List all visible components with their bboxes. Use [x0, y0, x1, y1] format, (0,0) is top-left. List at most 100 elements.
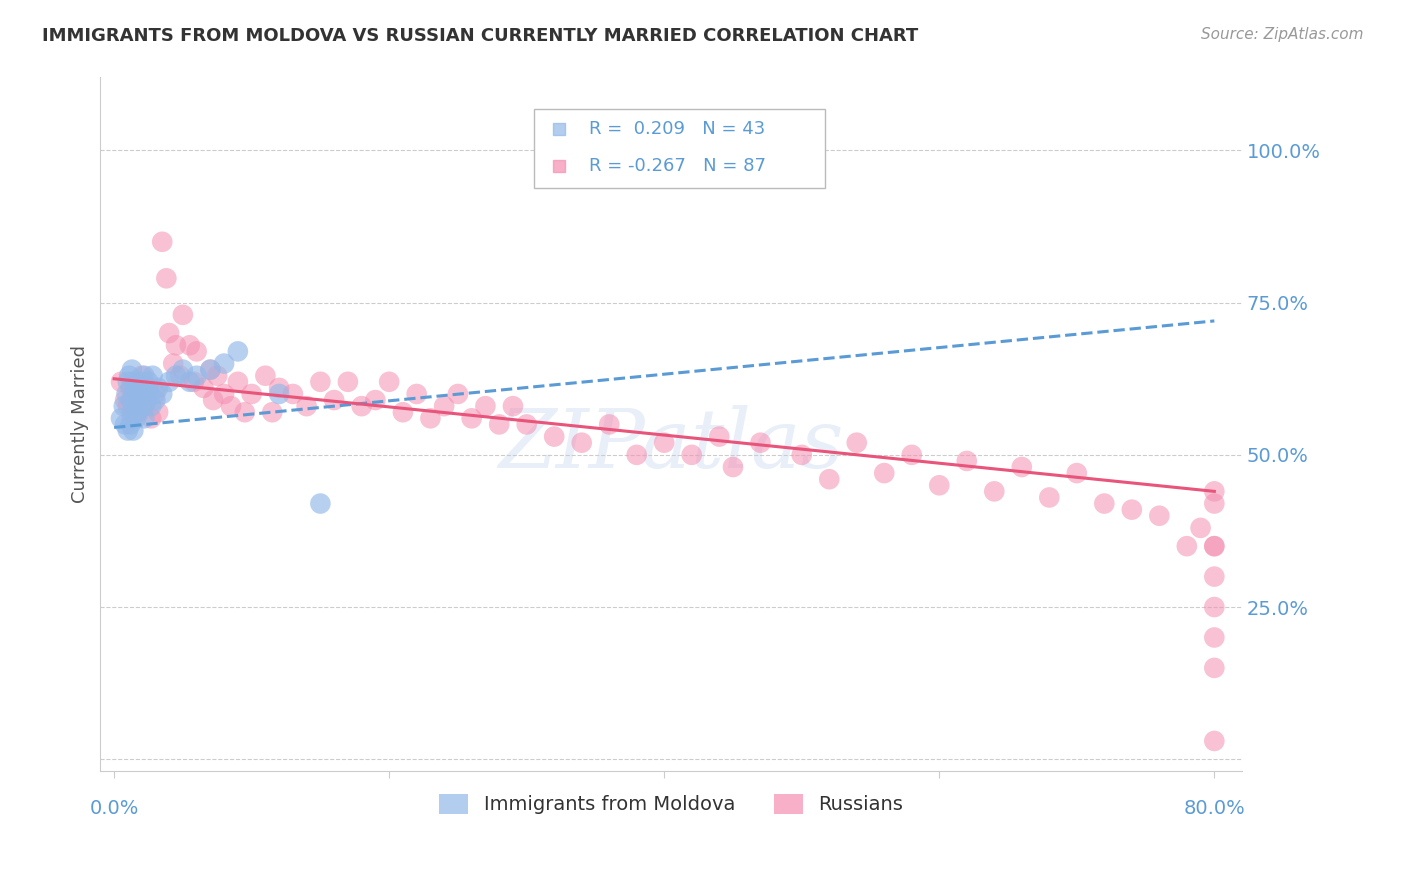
Point — [1204, 497, 1226, 511]
Point — [1011, 460, 1033, 475]
Point — [124, 399, 146, 413]
Point — [110, 375, 132, 389]
Point — [134, 411, 156, 425]
Point — [142, 368, 165, 383]
Point — [295, 399, 318, 413]
Point — [115, 387, 138, 401]
Point — [488, 417, 510, 432]
Point — [281, 387, 304, 401]
Point — [900, 448, 922, 462]
Point — [131, 368, 153, 383]
Point — [655, 189, 678, 203]
Point — [186, 368, 208, 383]
Point — [127, 405, 149, 419]
Point — [179, 375, 201, 389]
Point — [117, 424, 139, 438]
Point — [447, 387, 470, 401]
Point — [269, 387, 291, 401]
Point — [200, 362, 222, 376]
Point — [157, 326, 180, 340]
Point — [1066, 466, 1088, 480]
Text: 80.0%: 80.0% — [1184, 799, 1246, 818]
Point — [143, 387, 166, 401]
Point — [1175, 539, 1198, 553]
Point — [873, 466, 896, 480]
Point — [141, 411, 163, 425]
Point — [956, 454, 979, 468]
Point — [1204, 569, 1226, 583]
Point — [516, 417, 538, 432]
Point — [121, 405, 143, 419]
Point — [845, 435, 868, 450]
Point — [709, 429, 731, 443]
Point — [183, 375, 205, 389]
Point — [1189, 521, 1212, 535]
Point — [134, 399, 156, 413]
Point — [200, 362, 222, 376]
Text: R =  0.209   N = 43: R = 0.209 N = 43 — [589, 120, 765, 138]
Point — [269, 381, 291, 395]
Point — [143, 393, 166, 408]
Point — [134, 368, 156, 383]
Point — [179, 338, 201, 352]
Point — [1204, 734, 1226, 748]
Point — [202, 393, 225, 408]
Point — [433, 399, 456, 413]
Point — [146, 381, 169, 395]
Point — [136, 393, 159, 408]
Point — [1038, 491, 1060, 505]
Point — [983, 484, 1005, 499]
Point — [1149, 508, 1171, 523]
Point — [323, 393, 346, 408]
Point — [165, 338, 187, 352]
Point — [118, 368, 141, 383]
Point — [212, 387, 235, 401]
Point — [378, 375, 401, 389]
Point — [162, 357, 184, 371]
Point — [125, 411, 148, 425]
Point — [131, 387, 153, 401]
Text: ZIPatlas: ZIPatlas — [498, 405, 844, 485]
Point — [121, 411, 143, 425]
Point — [120, 417, 142, 432]
Point — [502, 399, 524, 413]
Legend: Immigrants from Moldova, Russians: Immigrants from Moldova, Russians — [429, 784, 912, 824]
Text: R = -0.267   N = 87: R = -0.267 N = 87 — [589, 157, 766, 175]
Point — [139, 387, 162, 401]
Point — [1204, 484, 1226, 499]
Point — [474, 399, 496, 413]
Point — [132, 399, 155, 413]
Y-axis label: Currently Married: Currently Married — [72, 345, 89, 503]
Point — [124, 375, 146, 389]
Point — [571, 435, 593, 450]
Point — [598, 417, 620, 432]
Point — [122, 424, 145, 438]
Point — [336, 375, 359, 389]
Point — [112, 399, 135, 413]
Point — [150, 387, 173, 401]
Point — [150, 235, 173, 249]
Point — [721, 460, 744, 475]
Point — [226, 375, 249, 389]
Point — [652, 435, 675, 450]
Point — [117, 375, 139, 389]
Point — [165, 368, 187, 383]
Point — [405, 387, 427, 401]
Point — [138, 381, 160, 395]
Point — [1092, 497, 1115, 511]
Text: Source: ZipAtlas.com: Source: ZipAtlas.com — [1201, 27, 1364, 42]
Point — [655, 220, 678, 235]
Point — [219, 399, 242, 413]
Point — [186, 344, 208, 359]
Point — [240, 387, 263, 401]
Point — [749, 435, 772, 450]
Point — [254, 368, 277, 383]
Point — [117, 399, 139, 413]
Point — [121, 362, 143, 376]
Point — [543, 429, 565, 443]
Point — [1204, 600, 1226, 615]
Point — [309, 497, 332, 511]
Point — [146, 405, 169, 419]
Point — [120, 393, 142, 408]
Point — [1204, 539, 1226, 553]
